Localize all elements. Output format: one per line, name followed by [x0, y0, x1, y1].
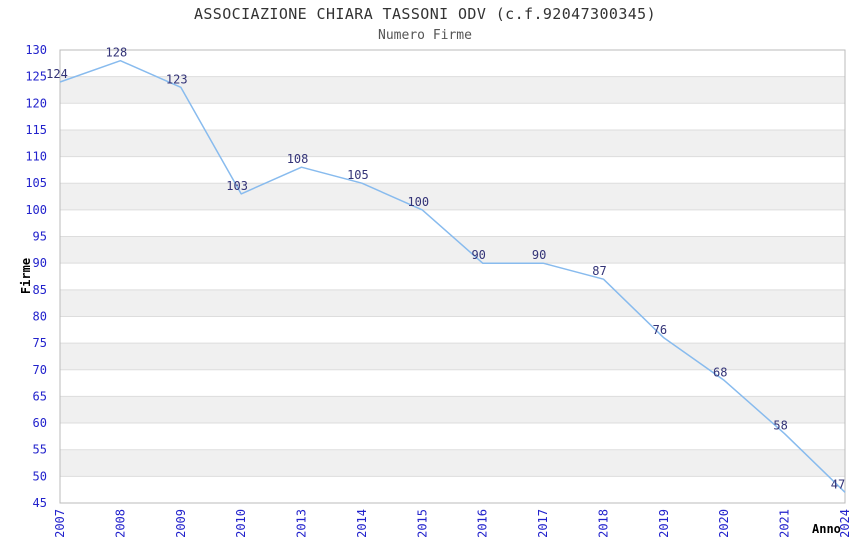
x-tick-label: 2014 [355, 509, 369, 538]
chart-subtitle: Numero Firme [378, 28, 472, 43]
y-tick-label: 85 [33, 283, 47, 297]
y-tick-label: 110 [25, 150, 47, 164]
data-point-label: 124 [46, 67, 68, 81]
y-tick-label: 90 [33, 256, 47, 270]
data-point-label: 90 [471, 248, 485, 262]
plot-band [60, 476, 845, 503]
plot-border [59, 49, 846, 504]
data-point-label: 103 [226, 179, 248, 193]
plot-band [60, 236, 845, 264]
x-tick-label: 2009 [174, 509, 188, 538]
plot-band [60, 289, 845, 317]
data-point-label: 128 [106, 46, 128, 60]
x-tick-label: 2019 [657, 509, 671, 538]
data-point-label: 58 [773, 419, 787, 433]
data-point-label: 100 [407, 195, 429, 209]
data-point-label: 76 [653, 323, 667, 337]
plot-band [60, 209, 845, 237]
chart-title: ASSOCIAZIONE CHIARA TASSONI ODV (c.f.920… [193, 5, 657, 23]
y-tick-label: 80 [33, 309, 47, 323]
plot-band [60, 423, 845, 450]
data-point-label: 87 [592, 264, 606, 278]
plot-band [60, 396, 845, 424]
x-tick-label: 2020 [717, 509, 731, 538]
y-tick-label: 115 [25, 123, 47, 137]
y-tick-label: 105 [25, 176, 47, 190]
y-tick-label: 95 [33, 230, 47, 244]
data-point-label: 105 [347, 168, 369, 182]
x-tick-label: 2018 [597, 509, 611, 538]
x-tick-label: 2016 [476, 509, 490, 538]
plot-band [60, 103, 845, 130]
series-line [59, 59, 846, 493]
plot-band [60, 316, 845, 344]
data-point-label: 108 [287, 152, 309, 166]
x-tick-label: 2007 [53, 509, 67, 538]
plot-band [60, 129, 845, 157]
x-tick-label: 2013 [295, 509, 309, 538]
y-tick-label: 50 [33, 469, 47, 483]
data-point-label: 90 [532, 248, 546, 262]
plot-band [60, 263, 845, 290]
y-tick-label: 130 [25, 43, 47, 57]
y-tick-label: 75 [33, 336, 47, 350]
x-tick-label: 2010 [234, 509, 248, 538]
plot-band [60, 76, 845, 104]
x-axis-title: Anno [812, 522, 841, 536]
y-tick-label: 60 [33, 416, 47, 430]
y-axis-title: Firme [19, 257, 33, 295]
y-tick-label: 120 [25, 96, 47, 110]
y-tick-label: 65 [33, 389, 47, 403]
x-tick-label: 2024 [838, 509, 850, 538]
plot-band [60, 449, 845, 477]
data-point-label: 47 [831, 477, 845, 491]
y-tick-label: 45 [33, 496, 47, 510]
y-tick-label: 125 [25, 70, 47, 84]
plot-band [60, 156, 845, 184]
plot-band [60, 343, 845, 370]
x-tick-label: 2008 [113, 509, 127, 538]
data-point-label: 123 [166, 72, 188, 86]
y-tick-label: 100 [25, 203, 47, 217]
x-tick-label: 2017 [536, 509, 550, 538]
x-tick-label: 2021 [778, 509, 792, 538]
data-point-label: 68 [713, 365, 727, 379]
x-tick-label: 2015 [415, 509, 429, 538]
y-tick-label: 55 [33, 443, 47, 457]
plot-band [60, 50, 845, 77]
plot-band [60, 183, 845, 210]
y-tick-label: 70 [33, 363, 47, 377]
